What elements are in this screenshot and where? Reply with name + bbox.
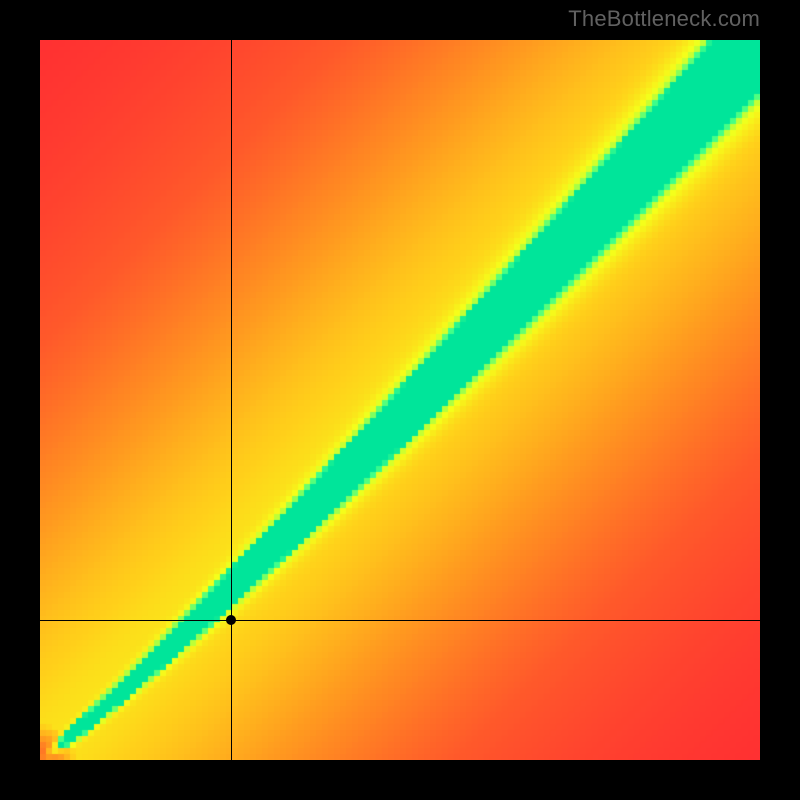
watermark-text: TheBottleneck.com [568, 6, 760, 32]
crosshair-horizontal [40, 620, 760, 621]
crosshair-vertical [231, 40, 232, 760]
heatmap-canvas [40, 40, 760, 760]
heatmap-plot [40, 40, 760, 760]
selection-marker [226, 615, 236, 625]
